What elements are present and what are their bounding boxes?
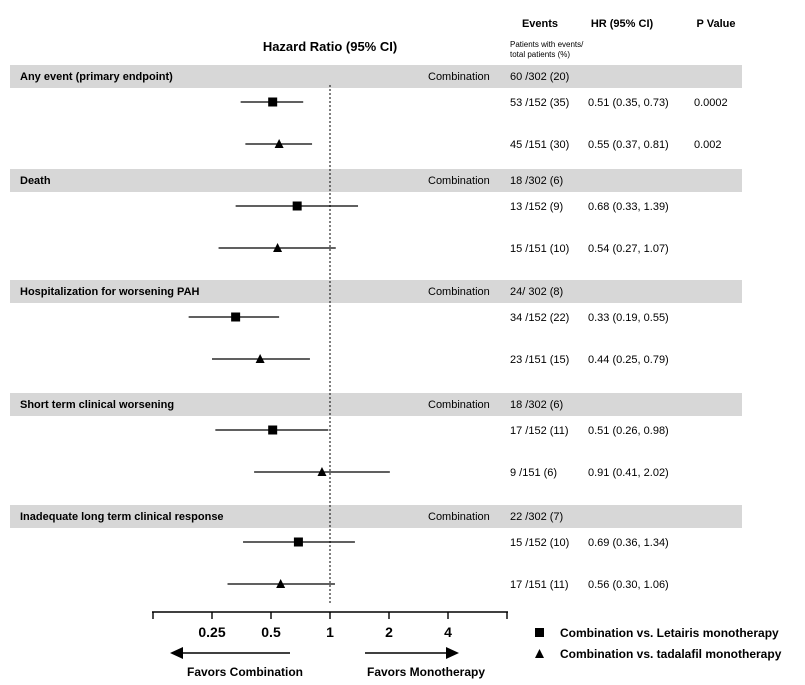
combination-label: Combination <box>428 511 490 523</box>
legend-tadalafil-label: Combination vs. tadalafil monotherapy <box>560 647 782 661</box>
p-value-column-header: P Value <box>697 18 736 30</box>
group-band <box>10 393 742 416</box>
row-hr-ci: 0.33 (0.19, 0.55) <box>588 312 669 324</box>
row-events: 15 /152 (10) <box>510 537 569 549</box>
row-events: 23 /151 (15) <box>510 354 569 366</box>
combination-label: Combination <box>428 175 490 187</box>
row-p-value: 0.0002 <box>694 97 728 109</box>
row-hr-ci: 0.56 (0.30, 1.06) <box>588 579 669 591</box>
row-events: 53 /152 (35) <box>510 97 569 109</box>
favors-combination-arrowhead <box>170 647 183 659</box>
legend-square-marker <box>535 628 544 637</box>
favors-monotherapy-arrowhead <box>446 647 459 659</box>
hr-point-square <box>231 312 241 322</box>
row-events: 45 /151 (30) <box>510 139 569 151</box>
hr-point-triangle <box>276 579 286 588</box>
axis-tick-label: 0.25 <box>198 624 225 640</box>
hr-column-header: HR (95% CI) <box>591 18 654 30</box>
row-hr-ci: 0.51 (0.26, 0.98) <box>588 425 669 437</box>
group-label: Short term clinical worsening <box>20 399 174 411</box>
row-events: 17 /152 (11) <box>510 425 569 437</box>
row-hr-ci: 0.91 (0.41, 2.02) <box>588 467 669 479</box>
combination-events: 18 /302 (6) <box>510 175 563 187</box>
legend-triangle-marker <box>535 649 544 658</box>
hr-point-square <box>268 97 278 107</box>
hr-point-square <box>293 537 303 547</box>
group-label: Hospitalization for worsening PAH <box>20 286 200 298</box>
group-label: Any event (primary endpoint) <box>20 71 173 83</box>
combination-events: 18 /302 (6) <box>510 399 563 411</box>
row-hr-ci: 0.44 (0.25, 0.79) <box>588 354 669 366</box>
hr-point-triangle <box>255 354 265 363</box>
legend-letairis-label: Combination vs. Letairis monotherapy <box>560 626 779 640</box>
combination-events: 22 /302 (7) <box>510 511 563 523</box>
combination-label: Combination <box>428 286 490 298</box>
group-band <box>10 280 742 303</box>
combination-label: Combination <box>428 71 490 83</box>
hr-point-square <box>268 425 278 435</box>
row-p-value: 0.002 <box>694 139 722 151</box>
row-events: 13 /152 (9) <box>510 201 563 213</box>
combination-events: 24/ 302 (8) <box>510 286 563 298</box>
hr-point-triangle <box>317 467 327 476</box>
hr-point-square <box>292 201 302 211</box>
row-hr-ci: 0.68 (0.33, 1.39) <box>588 201 669 213</box>
group-band <box>10 505 742 528</box>
group-label: Inadequate long term clinical response <box>20 511 224 523</box>
combination-label: Combination <box>428 399 490 411</box>
row-hr-ci: 0.69 (0.36, 1.34) <box>588 537 669 549</box>
group-band <box>10 65 742 88</box>
row-hr-ci: 0.51 (0.35, 0.73) <box>588 97 669 109</box>
row-events: 9 /151 (6) <box>510 467 557 479</box>
row-events: 15 /151 (10) <box>510 243 569 255</box>
row-hr-ci: 0.54 (0.27, 1.07) <box>588 243 669 255</box>
row-events: 17 /151 (11) <box>510 579 569 591</box>
group-bands: Any event (primary endpoint) Combination 6… <box>10 65 742 528</box>
axis-tick-label: 4 <box>444 624 452 640</box>
events-subheader-line1: Patients with events/ <box>510 40 584 49</box>
axis-tick-label: 1 <box>326 624 334 640</box>
axis-tick-label: 0.5 <box>261 624 281 640</box>
group-label: Death <box>20 175 51 187</box>
row-hr-ci: 0.55 (0.37, 0.81) <box>588 139 669 151</box>
favors-combination-label: Favors Combination <box>187 665 303 679</box>
hr-point-triangle <box>274 139 284 148</box>
group-band <box>10 169 742 192</box>
x-axis-ticks: 0.25 0.5 1 2 4 <box>152 612 508 640</box>
chart-title: Hazard Ratio (95% CI) <box>263 39 397 54</box>
combination-events: 60 /302 (20) <box>510 71 569 83</box>
data-rows: 53 /152 (35) 0.51 (0.35, 0.73) 0.0002 45 /1… <box>188 97 728 591</box>
hr-point-triangle <box>273 243 283 252</box>
row-events: 34 /152 (22) <box>510 312 569 324</box>
events-column-header: Events <box>522 18 558 30</box>
axis-tick-label: 2 <box>385 624 393 640</box>
events-subheader-line2: total patients (%) <box>510 50 570 59</box>
favors-monotherapy-label: Favors Monotherapy <box>367 665 485 679</box>
